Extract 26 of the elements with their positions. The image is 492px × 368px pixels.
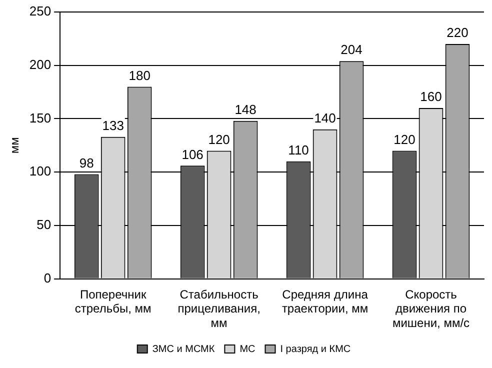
x-tick-label: Скорость движения по мишени, мм/с [392,287,470,330]
y-tick-label: 150 [29,110,52,126]
legend-label: I разряд и КМС [280,344,351,355]
data-label: 140 [314,110,336,126]
y-tick-label: 250 [29,4,52,19]
x-tick-label: Поперечник стрельбы, мм [74,287,152,316]
y-tick-label: 50 [36,217,52,232]
x-tick-label: Стабильность прицеливания, мм [178,287,260,330]
y-tick-label: 100 [29,164,52,179]
y-tick-label: 200 [29,56,52,72]
legend-label: МС [240,344,256,355]
data-label: 160 [420,89,442,104]
data-label: 120 [208,132,230,147]
data-label: 180 [128,68,150,83]
legend-label: ЗМС и МСМК [152,344,215,355]
x-tick-label: Средняя длина траектории, мм [282,287,368,316]
data-label: 204 [340,42,362,58]
data-label: 98 [79,155,94,170]
data-label: 133 [102,118,124,133]
data-label: 110 [288,142,309,158]
data-label: 220 [446,25,468,40]
y-axis-title: мм [8,137,22,154]
data-label: 148 [234,102,256,117]
y-tick-label: 0 [44,270,52,286]
data-label: 106 [182,146,204,162]
data-label: 120 [394,132,416,147]
